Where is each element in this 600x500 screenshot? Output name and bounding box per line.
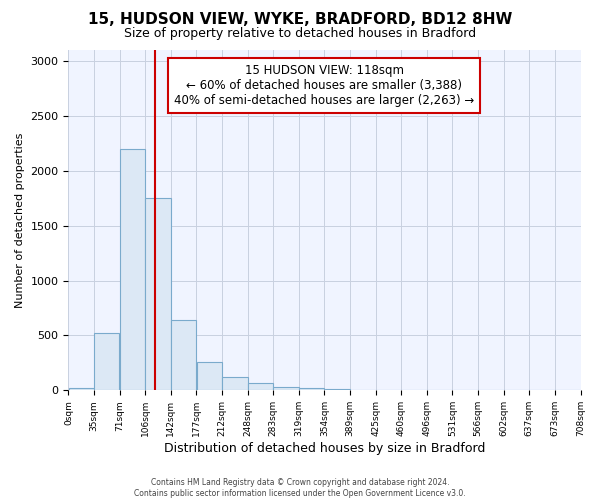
Text: Size of property relative to detached houses in Bradford: Size of property relative to detached ho…: [124, 28, 476, 40]
Text: 15, HUDSON VIEW, WYKE, BRADFORD, BD12 8HW: 15, HUDSON VIEW, WYKE, BRADFORD, BD12 8H…: [88, 12, 512, 28]
Bar: [222, 376, 248, 390]
X-axis label: Distribution of detached houses by size in Bradford: Distribution of detached houses by size …: [164, 442, 485, 455]
Y-axis label: Number of detached properties: Number of detached properties: [15, 132, 25, 308]
Bar: [68, 388, 94, 390]
Bar: [248, 383, 273, 390]
Bar: [274, 386, 299, 390]
Bar: [325, 389, 350, 390]
Bar: [197, 362, 222, 390]
Bar: [94, 334, 119, 390]
Text: Contains HM Land Registry data © Crown copyright and database right 2024.
Contai: Contains HM Land Registry data © Crown c…: [134, 478, 466, 498]
Bar: [120, 149, 145, 390]
Text: 15 HUDSON VIEW: 118sqm
← 60% of detached houses are smaller (3,388)
40% of semi-: 15 HUDSON VIEW: 118sqm ← 60% of detached…: [175, 64, 475, 106]
Bar: [171, 320, 196, 390]
Bar: [145, 198, 170, 390]
Bar: [299, 388, 325, 390]
